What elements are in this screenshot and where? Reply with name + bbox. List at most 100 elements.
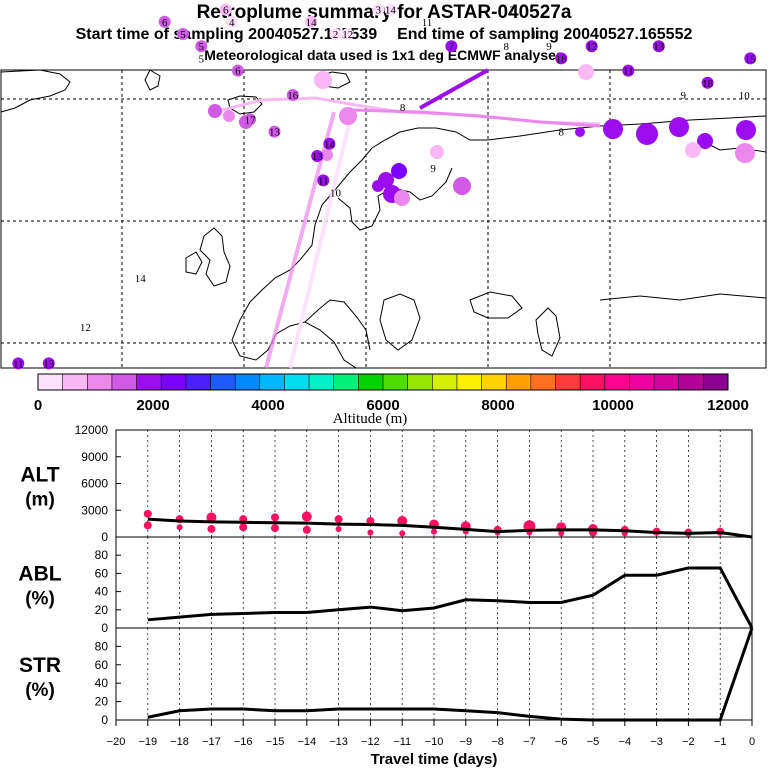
colorbar-cell [407,374,433,390]
map-marker [231,64,244,77]
altitude-point [431,528,437,535]
altitude-point [239,523,248,532]
map-marker [225,15,238,28]
altitude-point [206,512,217,523]
y-tick-label: 60 [95,658,109,672]
britain-coast [199,227,231,287]
colorbar-cell [284,374,310,390]
colorbar-cell [210,374,236,390]
colorbar-cell [456,374,483,390]
y-tick-label: 40 [95,676,109,690]
map-label: 5 [199,41,205,53]
sampling-times: Start time of sampling 20040527.165539 En… [0,26,768,44]
map-label: 14 [324,139,336,151]
colorbar-cell [506,374,532,390]
colorbar-title: Altitude (m) [333,411,408,427]
panel-abl: 80 60 40 20 0 ABL (%) [18,536,754,635]
altitude-point [301,511,312,522]
x-tick-label: −3 [650,736,663,748]
x-axis-title: Travel time (days) [371,751,498,768]
map-label: 17 [245,114,257,126]
altitude-point [558,530,565,537]
colorbar-cell [309,374,335,390]
y-label: ABL [18,563,61,586]
balkan-coast [379,293,421,351]
panel-alt: 12000 9000 6000 3000 0 ALT (m) [20,423,753,544]
map-label: 6 [235,66,241,78]
island-coast [144,69,161,91]
altitude-point [334,515,343,524]
map-marker [268,125,281,138]
map-marker [177,28,189,40]
map-label: 12 [342,29,353,41]
map-label: 7 [449,41,455,53]
map-label: 18 [556,53,568,65]
map-marker [329,28,342,40]
colorbar-tick-label: 12000 [707,397,749,414]
met-data-label: Meteorological data used is 1x1 deg ECMW… [204,47,564,63]
y-tick-label: 40 [95,585,109,599]
map-marker [323,137,336,150]
x-tick-label: −6 [555,736,568,748]
y-tick-label: 3000 [81,503,108,517]
y-tick-label: 80 [95,639,109,653]
y-tick-label: 0 [101,713,108,727]
x-tick-label: −5 [587,736,600,748]
y-label-unit: (%) [25,680,55,701]
x-tick-label: −8 [491,736,504,748]
map-marker [701,76,714,89]
west-europe-coast [231,259,357,369]
colorbar-cell [678,374,704,390]
map-label: 14 [385,5,397,17]
x-tick-label: −15 [266,736,285,748]
colorbar-tick-label: 4000 [251,397,284,414]
map-label: 14 [306,17,318,29]
altitude-point [271,524,279,533]
x-tick-label: −1 [714,736,727,748]
asia-coast [599,293,767,301]
end-time-label: End time of sampling 20040527.165552 [397,26,693,43]
colorbar-tick-label: 6000 [366,397,399,414]
x-tick-label: −16 [234,736,253,748]
map-label: 13 [653,41,665,53]
y-tick-label: 80 [95,548,109,562]
map-label: 9 [430,163,436,175]
map-panel: 5613615714965564617131614212314117781091… [0,3,767,370]
x-tick-label: −2 [682,736,695,748]
map-label: 10 [531,29,543,41]
y-tick-label: 0 [101,621,108,635]
x-tick-label: −11 [393,736,411,748]
x-tick-label: −17 [202,736,221,748]
map-label: 11 [623,66,634,78]
map-label: 10 [739,90,751,102]
map-marker [622,64,635,77]
map-label: 14 [135,273,147,285]
altitude-point [366,516,375,525]
colorbar-cell [259,374,285,390]
map-marker [585,40,598,53]
y-label: ALT [20,464,59,487]
ireland-coast [185,251,203,275]
colorbar-tick-label: 0 [34,397,42,414]
series-line [147,517,753,539]
chart-title: Retroplume summary for ASTAR-040527a [196,2,572,23]
map-label: 6 [162,17,168,29]
x-tick-label: −14 [297,736,316,748]
map-marker [744,52,757,65]
map-label: 15 [745,53,757,65]
y-tick-label: 9000 [81,450,108,464]
y-tick-label: 12000 [75,423,109,437]
map-marker [195,40,208,53]
colorbar-tick-label: 8000 [481,397,514,414]
map-marker [555,52,568,65]
colorbar-cell [432,374,458,390]
colorbar-cell [383,374,409,390]
map-label: 2 [333,29,339,41]
colorbar-cell [87,374,113,390]
altitude-point [143,509,152,518]
plume-trajectories [213,68,601,369]
y-tick-label: 60 [95,566,109,580]
map-label: 13 [43,358,55,370]
map-label: 12 [80,322,91,334]
map-label: 8 [400,102,406,114]
